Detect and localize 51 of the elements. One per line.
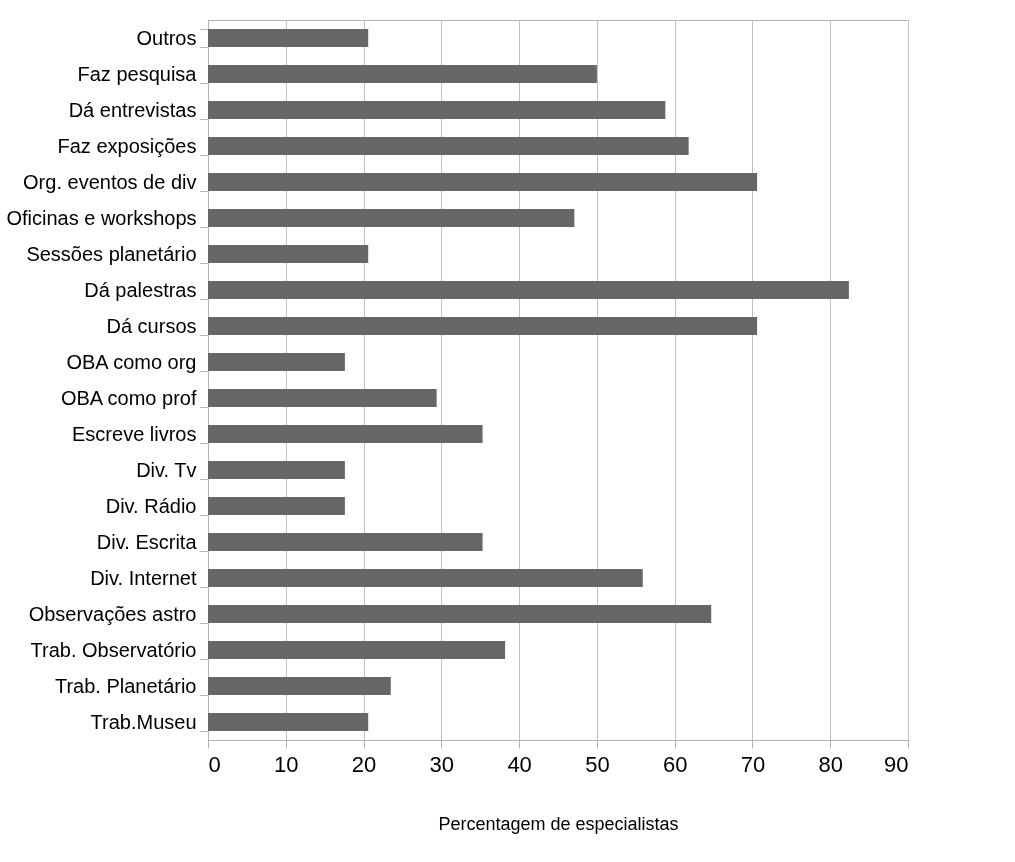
bar <box>208 65 597 83</box>
bar <box>208 353 345 371</box>
y-tick-label: Dá palestras <box>84 278 197 301</box>
bar <box>208 569 643 587</box>
bar <box>208 173 758 191</box>
y-tick-label: Trab. Observatório <box>30 638 197 661</box>
y-tick-label: Div. Internet <box>90 566 197 589</box>
bar <box>208 461 345 479</box>
bar <box>208 425 483 443</box>
y-tick-label: Div. Tv <box>136 458 197 481</box>
y-tick-label: Trab.Museu <box>90 710 197 733</box>
bar <box>208 389 437 407</box>
bar <box>208 497 345 515</box>
y-tick-label: Faz exposições <box>57 134 197 157</box>
y-tick-label: Outros <box>136 26 197 49</box>
bar <box>208 713 369 731</box>
y-tick-label: Trab. Planetário <box>54 674 197 697</box>
x-tick-label: 60 <box>662 751 688 777</box>
x-tick-label: 10 <box>274 751 299 777</box>
y-tick-label: Faz pesquisa <box>77 62 198 85</box>
x-tick-label: 20 <box>351 751 377 777</box>
x-axis-title: Percentagem de especialistas <box>438 813 679 834</box>
y-tick-label: Observações astro <box>28 602 197 625</box>
bar <box>208 101 666 119</box>
x-tick-label: 40 <box>507 751 532 777</box>
x-tick-label: 70 <box>740 751 766 777</box>
y-tick-label: Dá cursos <box>106 314 197 337</box>
x-tick-label: 0 <box>208 751 221 777</box>
bar <box>208 317 758 335</box>
bar <box>208 677 391 695</box>
y-tick-label: Org. eventos de div <box>23 170 197 193</box>
bar <box>208 245 369 263</box>
y-tick-label: OBA como prof <box>60 386 197 409</box>
bar <box>208 281 849 299</box>
y-tick-label: Dá entrevistas <box>68 98 197 121</box>
bar <box>208 533 483 551</box>
y-tick-label: Sessões planetário <box>26 242 197 265</box>
y-tick-label: Escreve livros <box>72 422 197 445</box>
x-tick-label: 50 <box>585 751 610 777</box>
y-tick-label: Div. Escrita <box>96 530 198 553</box>
bar <box>208 605 712 623</box>
x-tick-label: 80 <box>818 751 843 777</box>
y-tick-label: Oficinas e workshops <box>6 206 197 229</box>
y-tick-label: Div. Rádio <box>105 494 197 517</box>
bar <box>208 641 506 659</box>
y-tick-label: OBA como org <box>66 350 197 373</box>
bar <box>208 29 369 47</box>
x-tick-label: 90 <box>884 751 909 777</box>
bar <box>208 137 689 155</box>
bar <box>208 209 575 227</box>
x-tick-label: 30 <box>429 751 455 777</box>
